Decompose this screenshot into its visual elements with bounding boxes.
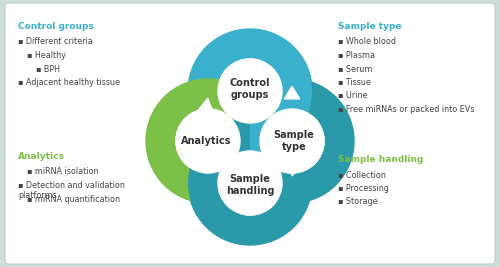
Text: ▪ miRNA isolation: ▪ miRNA isolation	[27, 167, 99, 176]
Text: Control
groups: Control groups	[230, 78, 270, 100]
Text: ▪ Free miRNAs or packed into EVs: ▪ Free miRNAs or packed into EVs	[338, 105, 474, 114]
Text: ▪ miRNA quantification: ▪ miRNA quantification	[27, 194, 120, 203]
Text: ▪ Different criteria: ▪ Different criteria	[18, 37, 93, 46]
Circle shape	[218, 59, 282, 123]
Wedge shape	[230, 79, 332, 189]
Polygon shape	[287, 161, 302, 176]
Text: Analytics: Analytics	[181, 136, 231, 146]
Text: Sample type: Sample type	[338, 22, 402, 31]
Text: ▪ Processing: ▪ Processing	[338, 184, 389, 193]
Text: ▪ Detection and validation
platforms: ▪ Detection and validation platforms	[18, 181, 125, 201]
Circle shape	[260, 109, 324, 173]
Circle shape	[146, 79, 270, 203]
Circle shape	[218, 151, 282, 215]
Circle shape	[176, 109, 240, 173]
Text: ▪ Healthy: ▪ Healthy	[27, 51, 66, 60]
Text: ▪ Whole blood: ▪ Whole blood	[338, 37, 396, 46]
Text: ▪ Plasma: ▪ Plasma	[338, 51, 375, 60]
Text: ▪ Adjacent healthy tissue: ▪ Adjacent healthy tissue	[18, 78, 120, 87]
Text: Sample
handling: Sample handling	[226, 174, 274, 196]
Text: ▪ Collection: ▪ Collection	[338, 171, 386, 179]
Text: Sample
type: Sample type	[274, 130, 314, 152]
Text: Sample handling: Sample handling	[338, 155, 424, 164]
Wedge shape	[250, 33, 312, 153]
Text: ▪ BPH: ▪ BPH	[36, 65, 60, 73]
Polygon shape	[240, 155, 256, 169]
Wedge shape	[188, 122, 244, 244]
Text: Control groups: Control groups	[18, 22, 94, 31]
Circle shape	[188, 29, 312, 153]
Polygon shape	[284, 86, 300, 99]
Text: Analytics: Analytics	[18, 152, 65, 161]
Circle shape	[230, 79, 354, 203]
Text: ▪ Storage: ▪ Storage	[338, 198, 378, 206]
Polygon shape	[198, 98, 213, 113]
Circle shape	[218, 59, 282, 123]
Circle shape	[218, 151, 282, 215]
Text: ▪ Urine: ▪ Urine	[338, 92, 368, 100]
Circle shape	[176, 109, 240, 173]
Circle shape	[188, 121, 312, 245]
Circle shape	[260, 109, 324, 173]
FancyBboxPatch shape	[5, 3, 495, 264]
Text: ▪ Serum: ▪ Serum	[338, 65, 372, 73]
Text: ▪ Tissue: ▪ Tissue	[338, 78, 371, 87]
